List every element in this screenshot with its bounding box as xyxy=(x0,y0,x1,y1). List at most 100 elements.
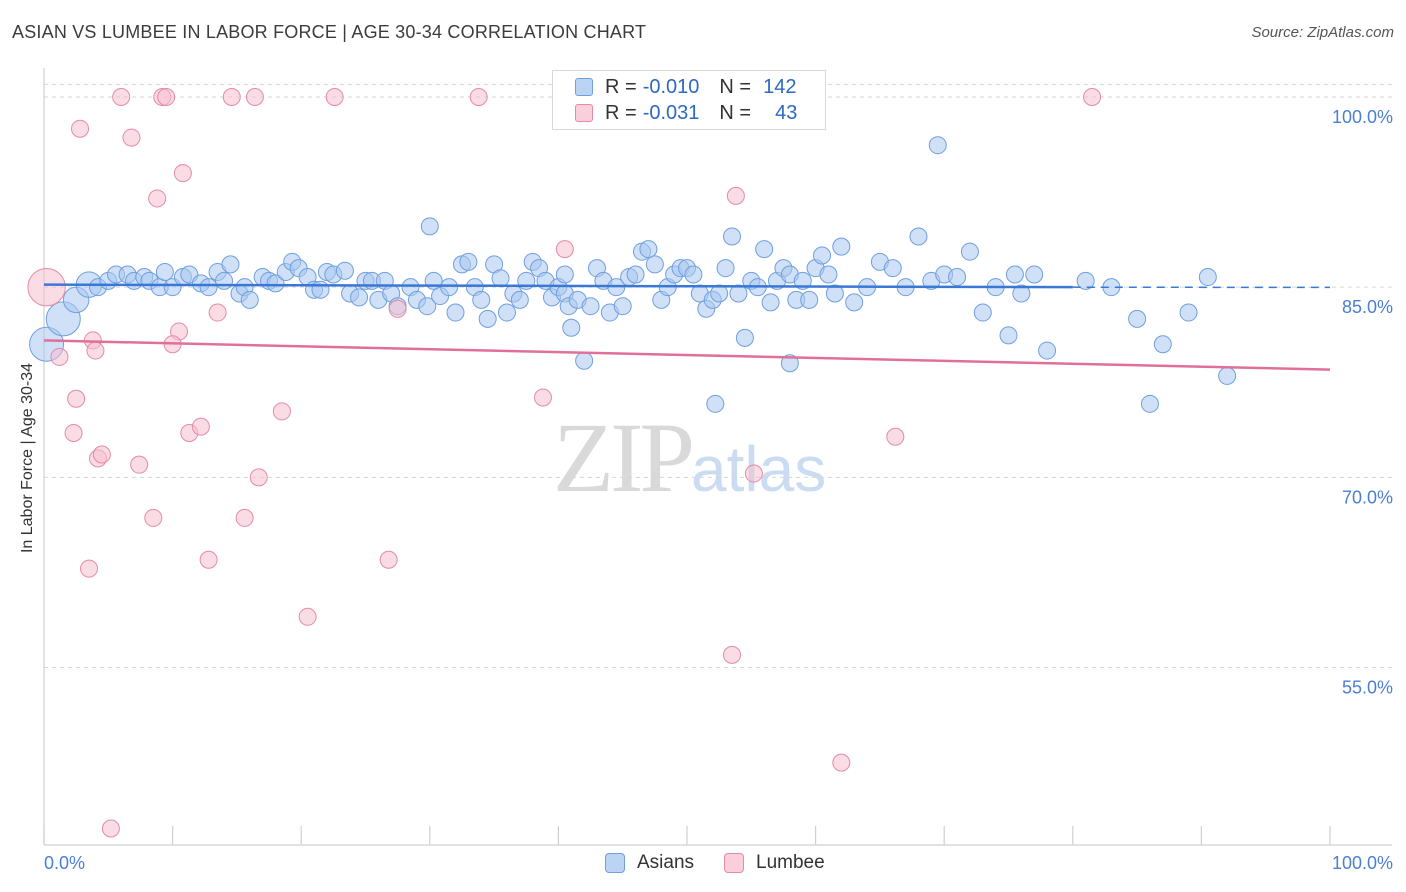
asians-point xyxy=(883,259,902,278)
asians-point xyxy=(710,284,729,303)
trend-lines xyxy=(43,283,1331,371)
axes xyxy=(43,68,1392,846)
asians-point xyxy=(478,309,497,328)
chart-title: ASIAN VS LUMBEE IN LABOR FORCE | AGE 30-… xyxy=(12,22,647,42)
lumbee-r-label: R = xyxy=(605,101,637,124)
legend-item-lumbee[interactable]: Lumbee xyxy=(724,852,825,874)
asians-point xyxy=(613,297,632,316)
lumbee-legend-swatch xyxy=(724,853,745,873)
y-tick-label: 55.0% xyxy=(1342,678,1393,698)
legend-item-asians[interactable]: Asians xyxy=(605,852,694,874)
lumbee-point xyxy=(157,88,176,107)
asians-point xyxy=(639,240,658,259)
lumbee-point xyxy=(723,645,742,664)
asians-point xyxy=(350,288,369,307)
asians-point xyxy=(845,293,864,312)
lumbee-point xyxy=(555,240,574,259)
lumbee-point xyxy=(122,128,141,147)
asians-point xyxy=(581,297,600,316)
asians-point xyxy=(1005,265,1024,284)
asians-point xyxy=(800,290,819,309)
asians-point xyxy=(960,242,979,261)
asians-points xyxy=(29,136,1237,413)
asians-point xyxy=(1153,335,1172,354)
lumbee-n-value: 43 xyxy=(775,101,798,124)
asians-point xyxy=(221,255,240,274)
asians-point xyxy=(729,284,748,303)
legend-row-asians: R = -0.010 N = 142 xyxy=(575,75,796,99)
lumbee-point xyxy=(298,607,317,626)
asians-point xyxy=(311,280,330,299)
x-tick-label-end: 100.0% xyxy=(1332,853,1393,873)
lumbee-point xyxy=(726,186,745,205)
grid-lines xyxy=(44,83,1392,669)
lumbee-point xyxy=(199,550,218,569)
asians-point xyxy=(948,268,967,287)
lumbee-point xyxy=(130,455,149,474)
asians-point xyxy=(626,265,645,284)
lumbee-trend-line xyxy=(43,339,1331,371)
lumbee-point xyxy=(533,388,552,407)
lumbee-r-value: -0.031 xyxy=(642,101,700,124)
asians-point xyxy=(973,303,992,322)
asians-point xyxy=(1179,303,1198,322)
asians-point xyxy=(645,255,664,274)
series-legend: Asians Lumbee xyxy=(605,852,855,874)
lumbee-point xyxy=(886,427,905,446)
watermark-zip: ZIP xyxy=(553,402,695,513)
legend-row-lumbee: R = -0.031 N = 43 xyxy=(575,101,797,125)
lumbee-point xyxy=(27,267,66,307)
lumbee-swatch xyxy=(575,104,593,122)
asians-point xyxy=(199,278,218,297)
asians-legend-swatch xyxy=(605,853,625,873)
y-tick-label: 70.0% xyxy=(1342,487,1393,507)
asians-point xyxy=(1012,284,1031,303)
correlation-legend: R = -0.010 N = 142 R = -0.031 N = 43 xyxy=(552,70,826,130)
asians-point xyxy=(819,265,838,284)
asians-r-label: R = xyxy=(605,75,637,98)
lumbee-point xyxy=(1083,88,1102,107)
asians-point xyxy=(497,303,516,322)
lumbee-point xyxy=(191,417,210,436)
lumbee-point xyxy=(144,508,163,527)
asians-point xyxy=(723,227,742,246)
asians-point xyxy=(1198,268,1217,287)
lumbee-point xyxy=(50,347,69,366)
asians-point xyxy=(825,284,844,303)
lumbee-points xyxy=(27,88,1102,838)
asians-point xyxy=(832,237,851,256)
asians-point xyxy=(1038,341,1057,360)
asians-point xyxy=(755,240,774,259)
asians-point xyxy=(1025,265,1044,284)
y-tick-label: 100.0% xyxy=(1332,107,1393,127)
lumbee-point xyxy=(101,819,120,838)
asians-point xyxy=(459,252,478,271)
asians-point xyxy=(793,271,812,290)
lumbee-point xyxy=(272,402,291,421)
asians-point xyxy=(446,303,465,322)
source-label: Source: ZipAtlas.com xyxy=(1251,24,1394,41)
asians-n-value: 142 xyxy=(763,75,797,98)
asians-point xyxy=(1076,271,1095,290)
x-tick-label-start: 0.0% xyxy=(44,853,85,873)
asians-swatch xyxy=(575,78,593,96)
asians-point xyxy=(716,259,735,278)
asians-point xyxy=(735,328,754,347)
asians-point xyxy=(420,217,439,236)
asians-point xyxy=(575,351,594,370)
lumbee-point xyxy=(71,119,90,138)
lumbee-point xyxy=(379,550,398,569)
asians-point xyxy=(1140,394,1159,413)
asians-point xyxy=(240,290,259,309)
asians-point xyxy=(1218,366,1237,385)
asians-point xyxy=(928,136,947,155)
asians-point xyxy=(761,293,780,312)
lumbee-point xyxy=(148,189,167,208)
lumbee-point xyxy=(208,303,227,322)
lumbee-point xyxy=(325,88,344,107)
asians-point xyxy=(909,227,928,246)
lumbee-point xyxy=(112,88,131,107)
lumbee-point xyxy=(744,464,763,483)
asians-point xyxy=(999,326,1018,345)
